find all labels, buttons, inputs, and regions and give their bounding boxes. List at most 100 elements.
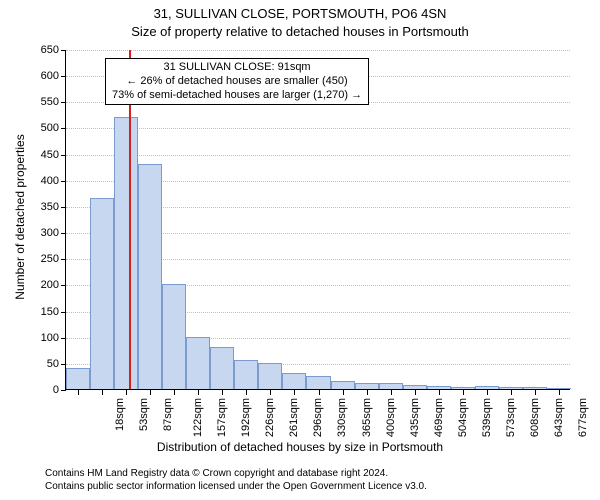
x-tick-label: 643sqm [553, 398, 565, 437]
x-tick-label: 677sqm [577, 398, 589, 437]
info-box: 31 SULLIVAN CLOSE: 91sqm ← 26% of detach… [105, 58, 369, 105]
y-tick-mark [61, 390, 66, 391]
x-tick-label: 18sqm [114, 398, 126, 431]
x-tick-label: 608sqm [529, 398, 541, 437]
histogram-bar [66, 368, 90, 389]
y-tick-label: 150 [29, 306, 59, 318]
histogram-bar [379, 383, 403, 389]
x-tick-mark [294, 390, 295, 395]
y-tick-label: 550 [29, 96, 59, 108]
y-tick-mark [61, 285, 66, 286]
x-tick-label: 192sqm [240, 398, 252, 437]
y-tick-label: 100 [29, 332, 59, 344]
x-tick-label: 122sqm [192, 398, 204, 437]
x-tick-label: 226sqm [264, 398, 276, 437]
x-tick-mark [343, 390, 344, 395]
info-line-3: 73% of semi-detached houses are larger (… [112, 89, 362, 103]
x-tick-mark [78, 390, 79, 395]
histogram-bar [258, 363, 282, 389]
y-tick-label: 200 [29, 279, 59, 291]
x-tick-label: 573sqm [505, 398, 517, 437]
y-tick-mark [61, 155, 66, 156]
x-tick-mark [246, 390, 247, 395]
x-tick-label: 87sqm [162, 398, 174, 431]
y-tick-mark [61, 233, 66, 234]
y-tick-label: 0 [29, 384, 59, 396]
y-tick-label: 50 [29, 358, 59, 370]
x-tick-mark [367, 390, 368, 395]
x-tick-label: 157sqm [216, 398, 228, 437]
histogram-bar [355, 383, 379, 389]
y-tick-mark [61, 312, 66, 313]
histogram-bar [138, 164, 162, 389]
x-tick-mark [535, 390, 536, 395]
footer-line-1: Contains HM Land Registry data © Crown c… [45, 468, 427, 481]
histogram-bar [90, 198, 114, 389]
histogram-bar [114, 117, 138, 389]
y-tick-label: 300 [29, 227, 59, 239]
gridline [66, 50, 570, 51]
x-tick-label: 435sqm [409, 398, 421, 437]
histogram-bar [523, 387, 547, 389]
x-tick-mark [319, 390, 320, 395]
x-tick-mark [391, 390, 392, 395]
x-tick-mark [150, 390, 151, 395]
x-tick-mark [222, 390, 223, 395]
y-tick-label: 500 [29, 122, 59, 134]
y-tick-mark [61, 76, 66, 77]
histogram-bar [210, 347, 234, 389]
y-tick-mark [61, 181, 66, 182]
y-tick-mark [61, 50, 66, 51]
histogram-bar [331, 381, 355, 389]
x-tick-mark [102, 390, 103, 395]
x-tick-mark [487, 390, 488, 395]
histogram-bar [547, 388, 571, 389]
x-tick-mark [270, 390, 271, 395]
y-tick-mark [61, 259, 66, 260]
y-tick-mark [61, 207, 66, 208]
gridline [66, 128, 570, 129]
y-tick-label: 450 [29, 149, 59, 161]
y-tick-mark [61, 128, 66, 129]
x-tick-label: 330sqm [337, 398, 349, 437]
histogram-bar [451, 387, 475, 389]
footer: Contains HM Land Registry data © Crown c… [45, 468, 427, 493]
histogram-bar [403, 385, 427, 389]
histogram-bar [186, 337, 210, 389]
footer-line-2: Contains public sector information licen… [45, 481, 427, 494]
y-axis-label: Number of detached properties [13, 127, 27, 307]
x-tick-mark [126, 390, 127, 395]
x-tick-label: 469sqm [433, 398, 445, 437]
y-tick-label: 350 [29, 201, 59, 213]
x-tick-mark [198, 390, 199, 395]
histogram-bar [499, 387, 523, 389]
x-tick-label: 365sqm [361, 398, 373, 437]
x-tick-mark [559, 390, 560, 395]
page-title: 31, SULLIVAN CLOSE, PORTSMOUTH, PO6 4SN [0, 6, 600, 21]
x-tick-mark [174, 390, 175, 395]
histogram-bar [306, 376, 330, 389]
x-tick-label: 53sqm [138, 398, 150, 431]
x-tick-label: 539sqm [481, 398, 493, 437]
y-tick-mark [61, 102, 66, 103]
x-tick-mark [439, 390, 440, 395]
y-tick-label: 650 [29, 44, 59, 56]
x-tick-label: 261sqm [288, 398, 300, 437]
y-tick-label: 600 [29, 70, 59, 82]
x-axis-label: Distribution of detached houses by size … [0, 440, 600, 454]
y-tick-mark [61, 364, 66, 365]
x-tick-label: 400sqm [385, 398, 397, 437]
x-tick-mark [415, 390, 416, 395]
y-tick-label: 250 [29, 253, 59, 265]
info-line-1: 31 SULLIVAN CLOSE: 91sqm [112, 61, 362, 75]
histogram-bar [475, 386, 499, 389]
x-tick-mark [511, 390, 512, 395]
gridline [66, 155, 570, 156]
histogram-bar [234, 360, 258, 389]
histogram-bar [282, 373, 306, 389]
info-line-2: ← 26% of detached houses are smaller (45… [112, 75, 362, 89]
page-subtitle: Size of property relative to detached ho… [0, 24, 600, 39]
y-tick-label: 400 [29, 175, 59, 187]
x-tick-mark [463, 390, 464, 395]
histogram-bar [427, 386, 451, 389]
